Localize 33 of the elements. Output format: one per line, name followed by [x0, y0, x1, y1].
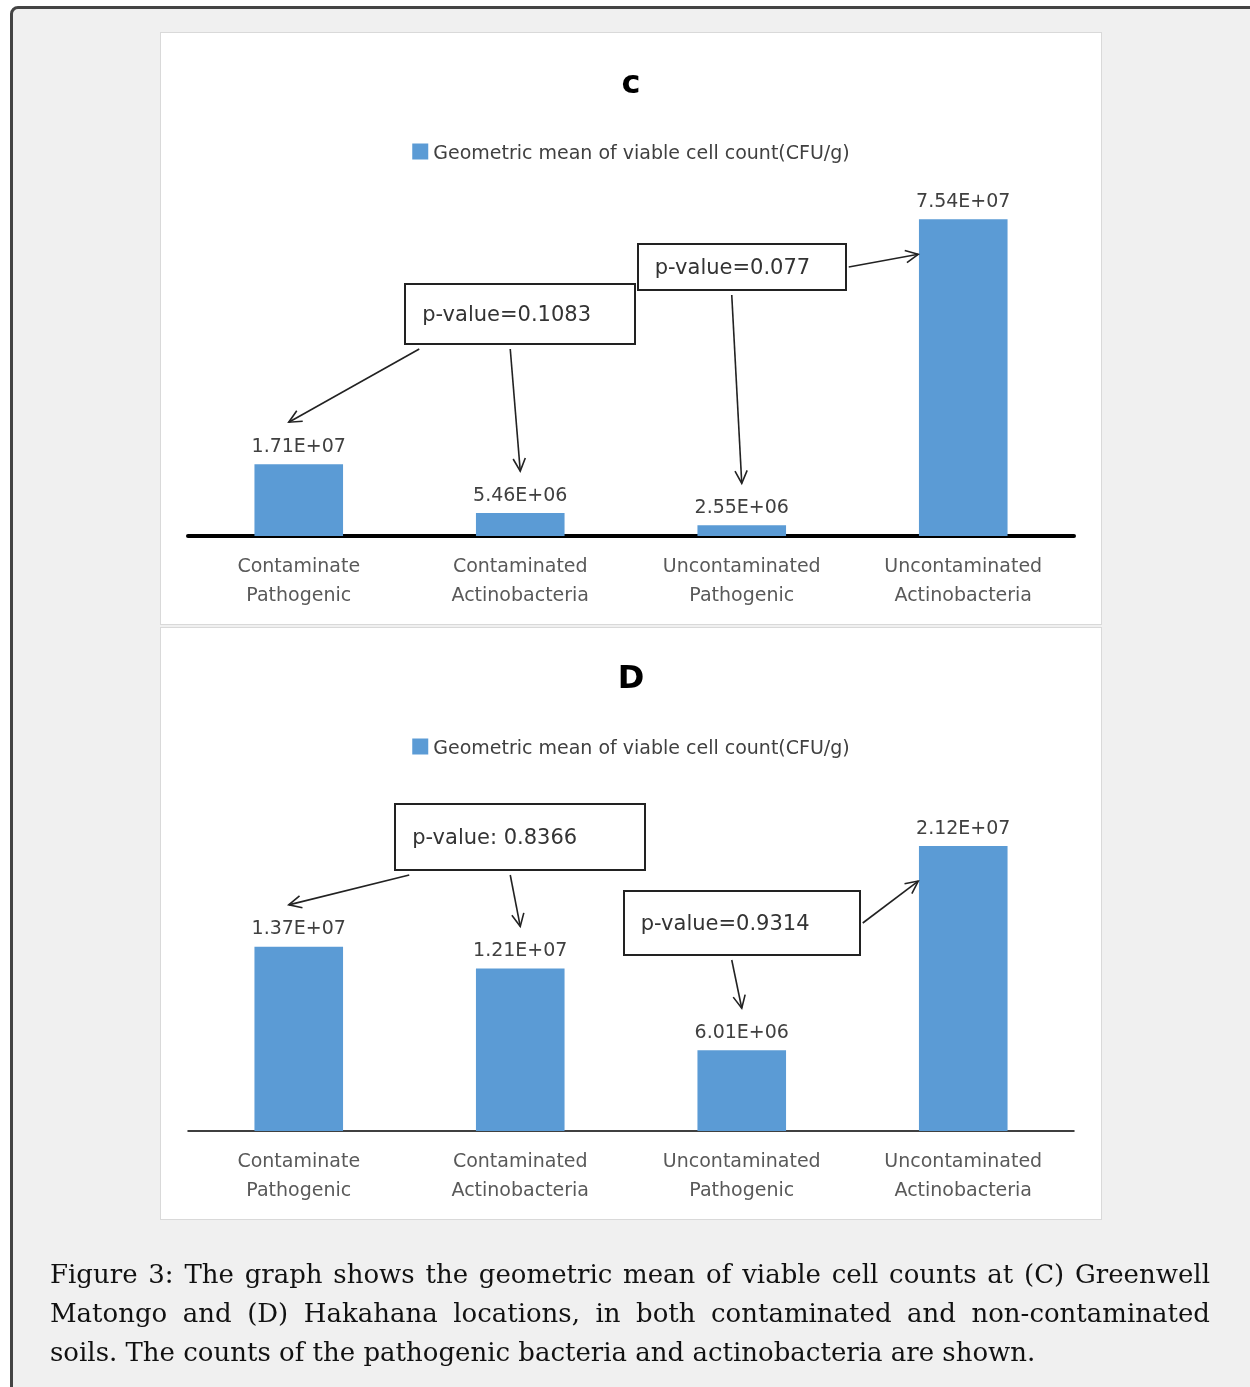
bar — [697, 525, 787, 536]
x-tick-label: Contaminate Pathogenic — [237, 1148, 361, 1200]
x-tick-label: Uncontaminated Actinobacteria — [884, 1148, 1043, 1200]
legend-label: Geometric mean of viable cell count(CFU/g) — [433, 140, 850, 163]
x-tick-label: Contaminate Pathogenic — [237, 553, 361, 605]
data-label: 1.21E+07 — [473, 937, 568, 960]
x-tick-label: Uncontaminated Actinobacteria — [884, 553, 1043, 605]
legend-label: Geometric mean of viable cell count(CFU/g) — [433, 735, 850, 758]
bar — [475, 513, 565, 536]
data-label: 2.12E+07 — [916, 815, 1011, 838]
annotation: p-value=0.077 — [636, 243, 847, 291]
x-tick-label: Contaminated Actinobacteria — [451, 1148, 590, 1200]
data-label: 7.54E+07 — [916, 188, 1011, 211]
bar — [254, 464, 344, 536]
data-label: 1.37E+07 — [251, 916, 346, 939]
data-label: 5.46E+06 — [473, 482, 568, 505]
annotation: p-value=0.9314 — [622, 890, 861, 956]
x-tick-label: Uncontaminated Pathogenic — [662, 553, 821, 605]
caption: Figure 3: The graph shows the geometric mean of viable cell counts at (C) Greenwell Matongo and (D) Hakahana locations, in both contaminated and non-contaminated soils. The counts of the pathogenic bacteria and actinobacteria are shown. — [50, 1258, 1210, 1369]
annotation: p-value: 0.8366 — [394, 803, 647, 871]
bar — [918, 219, 1008, 536]
chart-title: D — [617, 658, 645, 696]
data-label: 1.71E+07 — [251, 433, 346, 456]
x-tick-label: Contaminated Actinobacteria — [451, 553, 590, 605]
data-label: 6.01E+06 — [694, 1019, 789, 1042]
bar — [254, 946, 344, 1131]
bar — [697, 1050, 787, 1131]
annotation: p-value=0.1083 — [404, 283, 637, 345]
data-label: 2.55E+06 — [694, 494, 789, 517]
x-tick-label: Uncontaminated Pathogenic — [662, 1148, 821, 1200]
bar — [475, 968, 565, 1131]
chart-title: c — [621, 63, 641, 101]
bar — [918, 846, 1008, 1131]
